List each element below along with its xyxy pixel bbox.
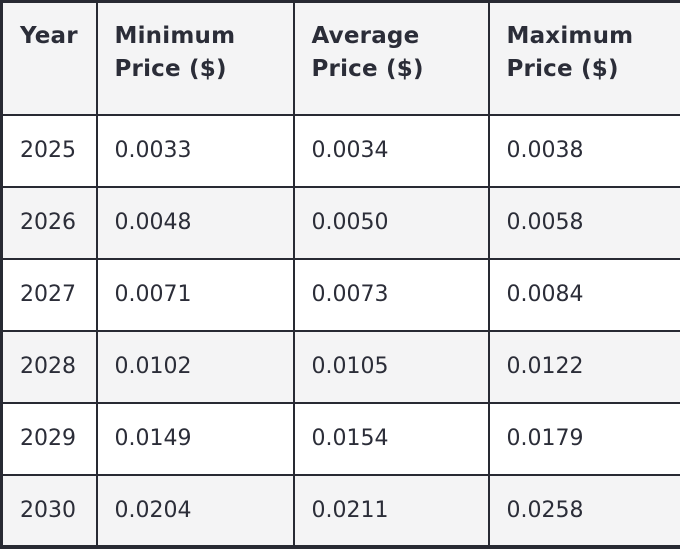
table-body: 2025 0.0033 0.0034 0.0038 2026 0.0048 0.…: [0, 113, 680, 548]
cell-year: 2025: [0, 113, 98, 188]
cell-year: 2028: [0, 329, 98, 404]
cell-avg-price: 0.0211: [292, 473, 490, 548]
cell-max-price: 0.0179: [487, 401, 680, 476]
cell-avg-price: 0.0105: [292, 329, 490, 404]
cell-min-price: 0.0048: [95, 185, 295, 260]
table-row-2029: 2029 0.0149 0.0154 0.0179: [0, 401, 680, 476]
table-row-2030: 2030 0.0204 0.0211 0.0258: [0, 473, 680, 548]
table-row-2028: 2028 0.0102 0.0105 0.0122: [0, 329, 680, 404]
cell-avg-price: 0.0050: [292, 185, 490, 260]
cell-max-price: 0.0258: [487, 473, 680, 548]
column-header-minimum-price: Minimum Price ($): [95, 0, 295, 116]
cell-min-price: 0.0204: [95, 473, 295, 548]
cell-year: 2026: [0, 185, 98, 260]
cell-min-price: 0.0071: [95, 257, 295, 332]
cell-min-price: 0.0149: [95, 401, 295, 476]
table-row-2025: 2025 0.0033 0.0034 0.0038: [0, 113, 680, 188]
cell-max-price: 0.0084: [487, 257, 680, 332]
cell-year: 2027: [0, 257, 98, 332]
table-header: Year Minimum Price ($) Average Price ($)…: [0, 0, 680, 116]
table-row-2026: 2026 0.0048 0.0050 0.0058: [0, 185, 680, 260]
cell-avg-price: 0.0034: [292, 113, 490, 188]
cell-year: 2029: [0, 401, 98, 476]
cell-max-price: 0.0058: [487, 185, 680, 260]
cell-avg-price: 0.0154: [292, 401, 490, 476]
cell-avg-price: 0.0073: [292, 257, 490, 332]
cell-min-price: 0.0102: [95, 329, 295, 404]
table-row-2027: 2027 0.0071 0.0073 0.0084: [0, 257, 680, 332]
cell-year: 2030: [0, 473, 98, 548]
header-row: Year Minimum Price ($) Average Price ($)…: [0, 0, 680, 116]
column-header-maximum-price: Maximum Price ($): [487, 0, 680, 116]
cell-max-price: 0.0122: [487, 329, 680, 404]
column-header-average-price: Average Price ($): [292, 0, 490, 116]
cell-min-price: 0.0033: [95, 113, 295, 188]
column-header-year: Year: [0, 0, 98, 116]
cell-max-price: 0.0038: [487, 113, 680, 188]
